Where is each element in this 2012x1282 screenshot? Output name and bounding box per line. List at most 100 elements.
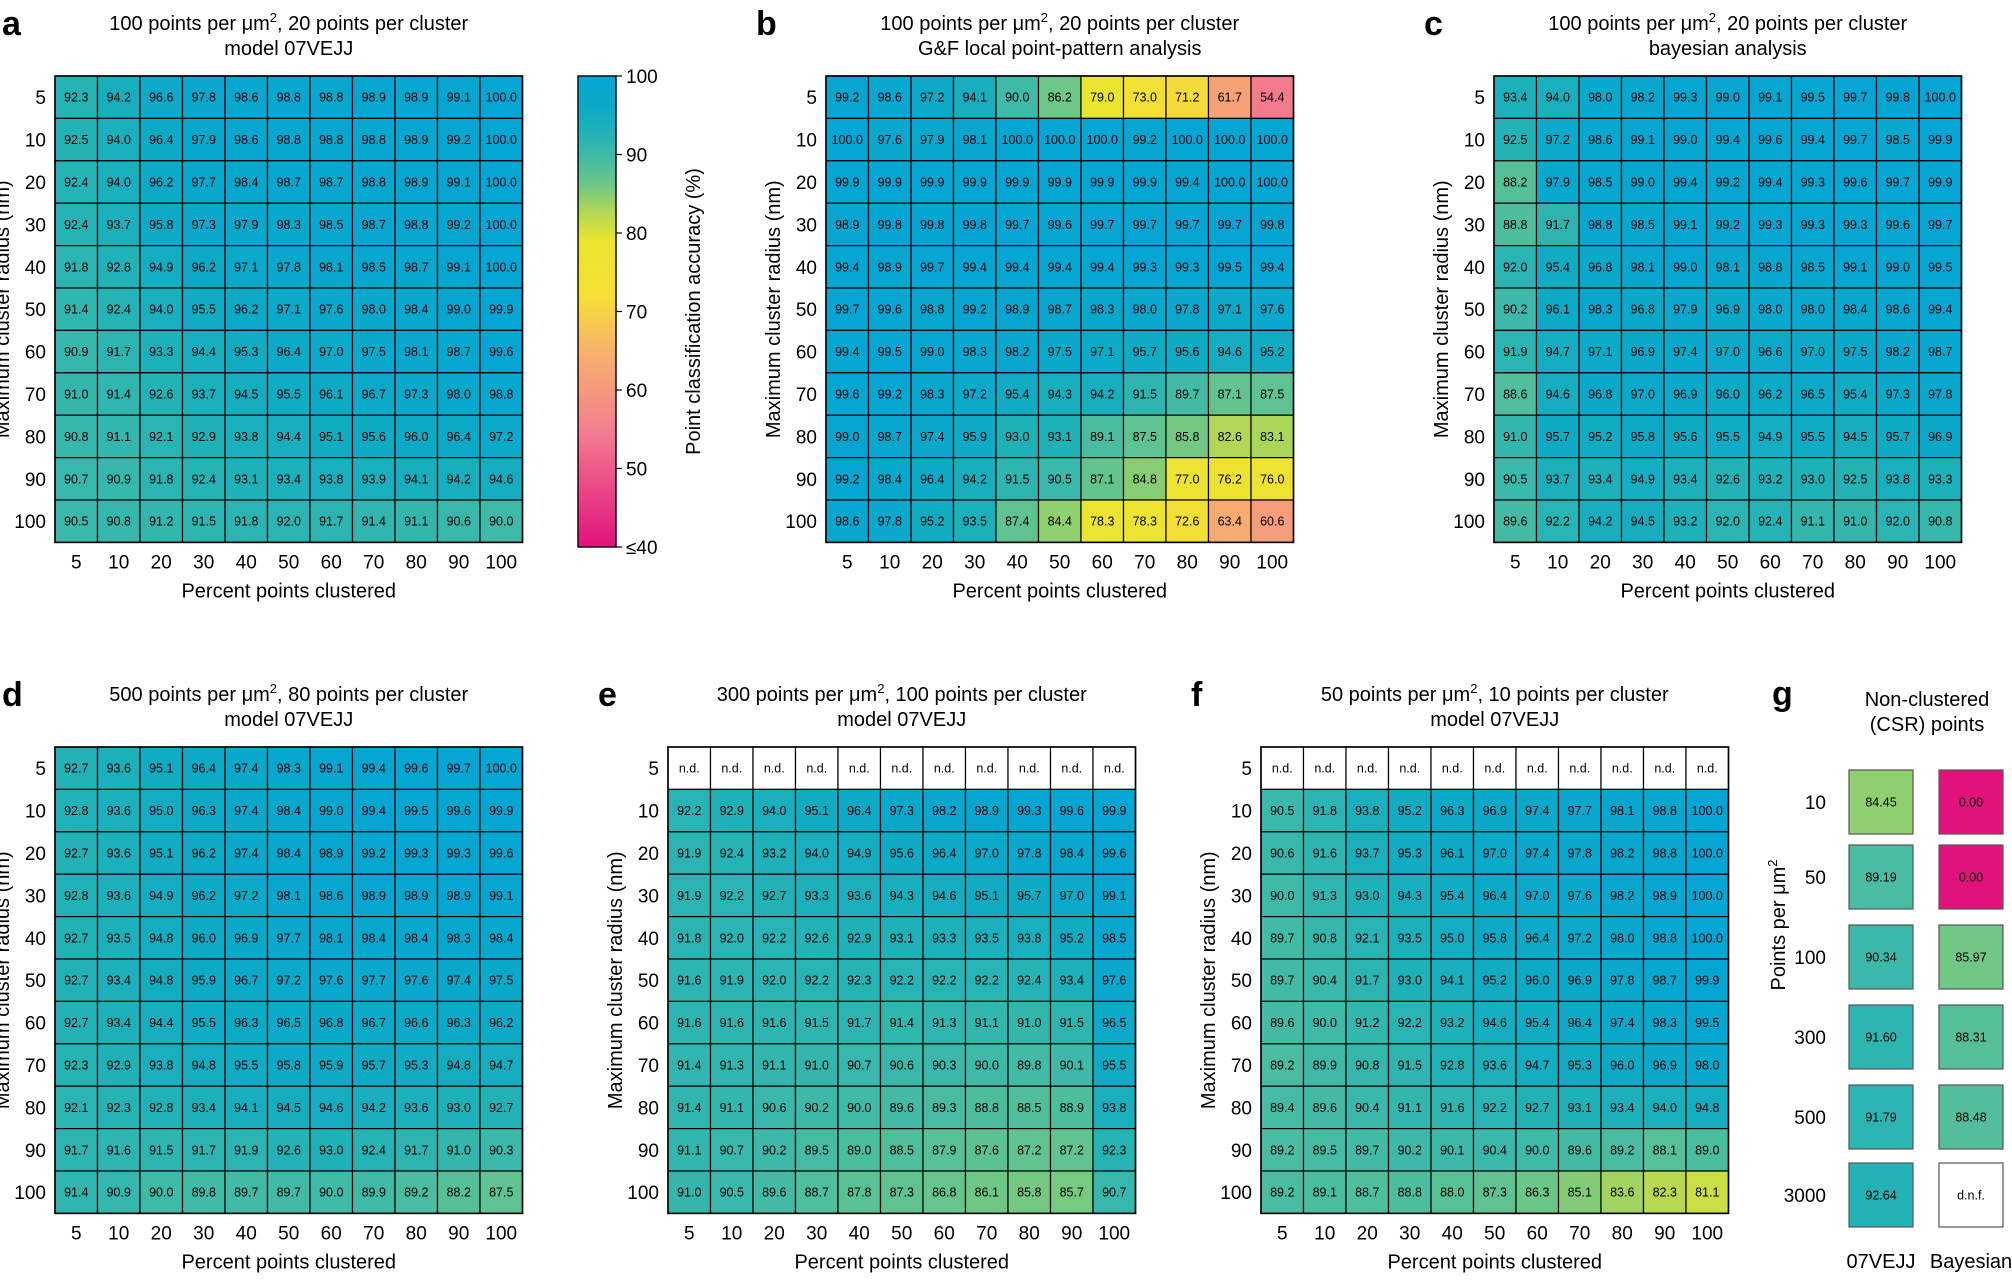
cell-value: 86.8 (932, 1186, 956, 1200)
heatmap-cell (1535, 414, 1580, 459)
heatmap-cell (181, 202, 226, 247)
cell-value: 98.1 (319, 931, 343, 945)
cell-value: 97.6 (319, 303, 343, 317)
cell-value: 97.8 (1928, 388, 1952, 402)
cell-value: 97.5 (1843, 345, 1867, 359)
cell-value: 87.5 (489, 1186, 513, 1200)
heatmap-cell (139, 1127, 184, 1172)
cell-value: 99.6 (835, 388, 859, 402)
cell-value: 98.4 (489, 931, 513, 945)
x-tick-label: 60 (1092, 552, 1113, 573)
heatmap-cell (995, 372, 1040, 416)
cell-value: 99.8 (920, 218, 944, 232)
cell-value: 96.3 (1440, 804, 1464, 818)
heatmap-cell (1430, 915, 1475, 960)
cell-value: 96.9 (1653, 1059, 1677, 1073)
heatmap-cell (1080, 160, 1125, 204)
cell-value: 97.4 (234, 804, 258, 818)
cell-value: 87.5 (1133, 430, 1157, 444)
cell-value: 94.9 (149, 889, 173, 903)
heatmap-cell (964, 1043, 1009, 1087)
heatmap-cell (1705, 245, 1750, 289)
cell-value: 91.2 (149, 515, 173, 529)
cell-value: 97.3 (1886, 388, 1910, 402)
cell-value: 94.5 (234, 388, 258, 402)
heatmap-cell (825, 117, 870, 162)
csr-cell (1848, 769, 1914, 835)
cell-value: 98.9 (404, 91, 428, 105)
heatmap-cell (1122, 160, 1167, 204)
cell-value: 76.2 (1218, 472, 1242, 486)
heatmap-cell (139, 1000, 184, 1045)
cell-value: 92.7 (64, 1016, 88, 1030)
y-tick-label: 60 (25, 343, 46, 364)
cell-value: 92.1 (1355, 931, 1379, 945)
cell-value: 98.4 (277, 847, 301, 861)
panel-title-part2: , 10 points per cluster (1477, 684, 1669, 706)
cell-value: 96.3 (192, 804, 216, 818)
cell-value: 89.7 (234, 1186, 258, 1200)
cell-value: 92.8 (107, 260, 131, 274)
cell-value: 89.6 (1503, 515, 1527, 529)
cell-value: 90.0 (1525, 1143, 1549, 1157)
cell-value: 97.6 (1260, 303, 1284, 317)
heatmap-cell (1642, 1170, 1687, 1215)
y-tick-label: 90 (1231, 1141, 1252, 1162)
cell-value: 93.3 (1928, 472, 1952, 486)
panel-title-superscript: 2 (877, 681, 884, 696)
heatmap-cell (1875, 414, 1920, 459)
heatmap-cell (1345, 1127, 1390, 1172)
cell-value: 94.6 (489, 472, 513, 486)
cell-value: 100.0 (486, 133, 517, 147)
cell-value: 95.6 (362, 430, 386, 444)
y-tick-label: 30 (25, 215, 46, 236)
heatmap-cell (436, 372, 481, 416)
y-tick-label: 30 (796, 215, 817, 236)
heatmap-cell (139, 245, 184, 289)
y-tick-label: 10 (25, 131, 46, 152)
heatmap-cell (1493, 202, 1538, 247)
cell-value: 95.8 (149, 218, 173, 232)
x-tick-label: 70 (1802, 552, 1823, 573)
cell-value: 99.4 (1048, 260, 1072, 274)
x-tick-label: 20 (151, 1223, 172, 1244)
heatmap-cell (436, 117, 481, 162)
cell-value: 96.2 (192, 260, 216, 274)
heatmap-cell (266, 160, 311, 204)
cell-value: 99.4 (835, 260, 859, 274)
cell-value: n.d. (806, 762, 827, 776)
panel-title-superscript: 2 (1041, 10, 1048, 25)
heatmap-cell (1345, 1170, 1390, 1215)
cell-value: 98.3 (1090, 303, 1114, 317)
csr-cell (1848, 844, 1914, 910)
cell-value: 96.4 (1568, 1016, 1592, 1030)
cell-value: n.d. (1272, 762, 1293, 776)
cell-value: 90.7 (1102, 1186, 1126, 1200)
heatmap-cell (266, 245, 311, 289)
heatmap-cell (1493, 117, 1538, 162)
heatmap-cell (266, 329, 311, 374)
cell-value: 97.5 (1048, 345, 1072, 359)
heatmap-cell (479, 245, 524, 289)
cell-value: 92.1 (149, 430, 173, 444)
cell-value: d.n.f. (1957, 1189, 1985, 1203)
cell-value: 94.8 (149, 974, 173, 988)
cell-value: 91.0 (1843, 515, 1867, 529)
heatmap-cell (1515, 915, 1560, 960)
x-tick-label: 30 (193, 1223, 214, 1244)
cell-value: 100.0 (1044, 133, 1075, 147)
cell-value: 97.3 (192, 218, 216, 232)
x-axis-label: Percent points clustered (952, 580, 1167, 602)
cell-value: 96.8 (1588, 260, 1612, 274)
y-tick-label: 100 (627, 1183, 659, 1204)
cell-value: 91.4 (677, 1059, 701, 1073)
cell-value: 97.4 (1673, 345, 1697, 359)
heatmap-cell (351, 915, 396, 960)
cell-value: 99.0 (920, 345, 944, 359)
cell-value: 98.8 (1653, 931, 1677, 945)
heatmap-cell (794, 746, 839, 791)
cell-value: 98.8 (920, 303, 944, 317)
cell-value: 93.4 (1503, 91, 1527, 105)
cell-value: 98.4 (1843, 303, 1867, 317)
heatmap-cell (1092, 746, 1137, 791)
